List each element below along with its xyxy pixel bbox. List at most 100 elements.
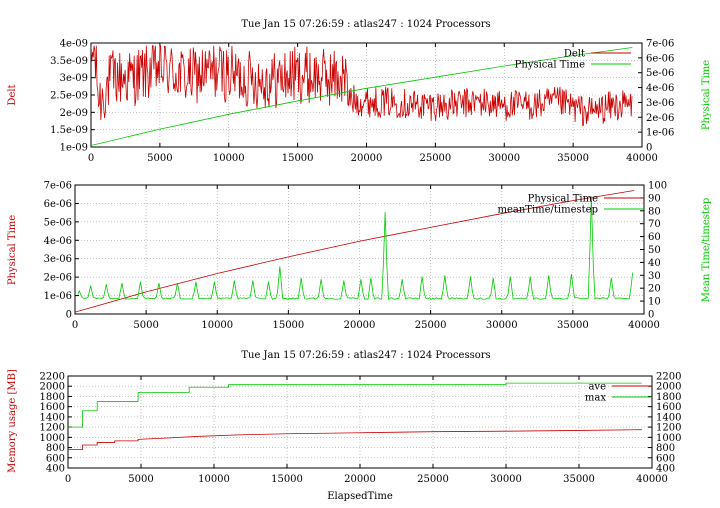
x-tick-label: 0	[72, 320, 78, 331]
legend-label: max	[585, 393, 606, 404]
legend-label: Physical Time	[515, 60, 585, 71]
y-right-tick-label: 1e-06	[646, 128, 674, 139]
y-right-tick-label: 4e-06	[646, 83, 674, 94]
y-right-tick-label: 1200	[656, 423, 681, 434]
x-tick-label: 35000	[557, 320, 589, 331]
y-right-tick-label: 1600	[656, 402, 681, 413]
y-left-tick-label: 600	[46, 453, 65, 464]
y-left-tick-label: 0	[66, 310, 72, 321]
panel-2-y-left-label: Physical Time	[7, 215, 18, 285]
y-left-tick-label: 400	[46, 464, 65, 475]
y-right-tick-label: 800	[656, 443, 675, 454]
y-left-tick-label: 7e-06	[44, 181, 72, 192]
y-right-tick-label: 2200	[656, 372, 681, 383]
panel-3-grid	[68, 376, 652, 468]
y-right-tick-label: 400	[656, 464, 675, 475]
panel-2-series	[75, 190, 635, 313]
series-line-meantime-timestep	[77, 196, 634, 301]
y-left-tick-label: 1200	[40, 423, 65, 434]
y-right-tick-label: 2e-06	[646, 113, 674, 124]
y-left-tick-label: 3e-09	[60, 73, 88, 84]
y-right-tick-label: 90	[648, 193, 661, 204]
series-line-max	[68, 382, 642, 428]
y-left-tick-label: 1600	[40, 402, 65, 413]
x-tick-label: 30000	[488, 153, 520, 164]
legend-label: Delt	[564, 49, 585, 60]
series-line-physical-time	[91, 47, 633, 146]
y-left-tick-label: 4e-06	[44, 236, 72, 247]
y-left-tick-label: 2000	[40, 382, 65, 393]
y-left-tick-label: 1000	[40, 433, 65, 444]
y-right-tick-label: 0	[648, 310, 654, 321]
x-tick-label: 25000	[415, 320, 447, 331]
y-right-tick-label: 100	[648, 181, 667, 192]
y-left-tick-label: 1e-09	[60, 143, 88, 154]
panel-2-x-ticks: 0 5000 10000 15000 20000 25000 30000 35000 40000	[72, 185, 660, 331]
x-tick-label: 25000	[417, 474, 449, 485]
y-right-tick-label: 10	[648, 297, 661, 308]
y-left-tick-label: 2.5e-09	[50, 91, 88, 102]
panel-1: Tue Jan 15 07:26:59 : atlas247 : 1024 Pr…	[7, 19, 712, 164]
x-tick-label: 35000	[563, 474, 595, 485]
panel-3-title: Tue Jan 15 07:26:59 : atlas247 : 1024 Pr…	[241, 350, 490, 361]
series-line-ave	[68, 429, 642, 450]
x-tick-label: 30000	[490, 474, 522, 485]
x-tick-label: 10000	[198, 474, 230, 485]
x-tick-label: 5000	[133, 320, 158, 331]
x-tick-label: 40000	[628, 320, 660, 331]
y-left-tick-label: 3e-06	[44, 254, 72, 265]
legend-label: ave	[588, 382, 606, 393]
x-tick-label: 10000	[213, 153, 245, 164]
x-tick-label: 40000	[626, 153, 658, 164]
y-right-tick-label: 60	[648, 232, 661, 243]
panel-3-series	[68, 382, 642, 450]
x-tick-label: 15000	[271, 474, 303, 485]
panel-3-x-ticks: 0 5000 10000 15000 20000 25000 30000 35000 40000	[65, 376, 668, 485]
y-left-tick-label: 2e-09	[60, 108, 88, 119]
y-right-tick-label: 20	[648, 284, 661, 295]
y-right-tick-label: 6e-06	[646, 53, 674, 64]
y-left-tick-label: 2200	[40, 372, 65, 383]
panel-1-title: Tue Jan 15 07:26:59 : atlas247 : 1024 Pr…	[241, 19, 490, 30]
panel-1-y-right-label: Physical Time	[701, 60, 712, 130]
panel-3-x-label: ElapsedTime	[327, 491, 393, 502]
y-left-tick-label: 2e-06	[44, 273, 72, 284]
y-right-tick-label: 30	[648, 271, 661, 282]
panel-2: 0 5000 10000 15000 20000 25000 30000 35000 40000…	[7, 181, 712, 332]
x-tick-label: 20000	[351, 153, 383, 164]
y-right-tick-label: 2000	[656, 382, 681, 393]
panel-2-y-left-ticks: 0 1e-06 2e-06 3e-06 4e-06 5e-06 6e-06 7e-06	[44, 181, 79, 321]
panel-1-y-right-ticks: 0 1e-06 2e-06 3e-06 4e-06 5e-06 6e-06 7e-06	[638, 39, 674, 154]
x-tick-label: 0	[65, 474, 71, 485]
y-left-tick-label: 1e-06	[44, 291, 72, 302]
x-tick-label: 5000	[147, 153, 172, 164]
y-left-tick-label: 3.5e-09	[50, 56, 88, 67]
legend-label: meanTime/timestep	[497, 205, 598, 216]
y-right-tick-label: 40	[648, 258, 661, 269]
y-right-tick-label: 50	[648, 245, 661, 256]
y-left-tick-label: 6e-06	[44, 199, 72, 210]
x-tick-label: 0	[88, 153, 94, 164]
y-right-tick-label: 0	[646, 143, 652, 154]
x-tick-label: 35000	[557, 153, 589, 164]
panel-1-y-left-label: Delt	[7, 84, 18, 105]
x-tick-label: 40000	[636, 474, 668, 485]
y-left-tick-label: 1800	[40, 392, 65, 403]
y-right-tick-label: 1800	[656, 392, 681, 403]
x-tick-label: 15000	[272, 320, 304, 331]
y-left-tick-label: 1.5e-09	[50, 125, 88, 136]
y-right-tick-label: 3e-06	[646, 98, 674, 109]
panel-1-series	[91, 45, 633, 146]
panel-2-y-right-label: Mean Time/timestep	[701, 198, 712, 302]
series-line-delt	[91, 45, 633, 127]
legend-label: Physical Time	[528, 194, 598, 205]
y-right-tick-label: 1000	[656, 433, 681, 444]
x-tick-label: 5000	[128, 474, 153, 485]
